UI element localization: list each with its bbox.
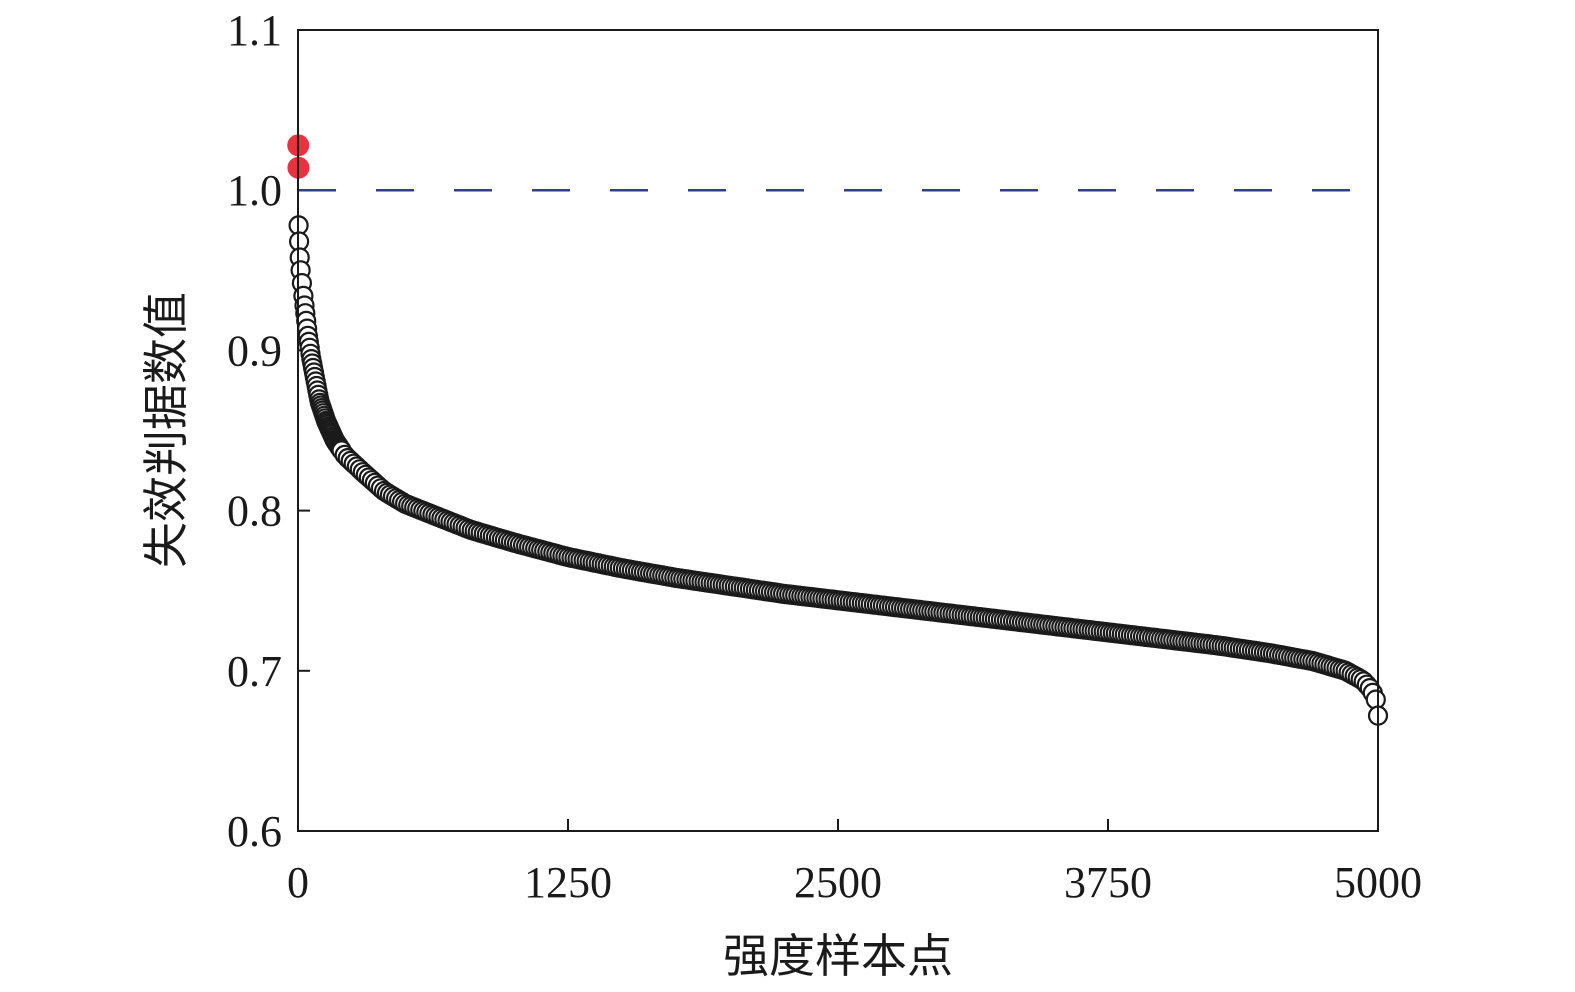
y-tick-labels: 0.6 0.7 0.8 0.9 1.0 1.1 bbox=[227, 6, 282, 856]
plot-frame bbox=[297, 29, 1379, 832]
y-tick-label: 0.8 bbox=[227, 487, 282, 536]
y-axis-title: 失效判据数值 bbox=[139, 292, 193, 568]
y-tick-label: 1.1 bbox=[227, 6, 282, 55]
x-tick-label: 0 bbox=[287, 858, 309, 907]
x-tick-label: 3750 bbox=[1064, 858, 1152, 907]
y-tick-label: 1.0 bbox=[227, 166, 282, 215]
y-tick-label: 0.6 bbox=[227, 807, 282, 856]
y-tick-label: 0.7 bbox=[227, 647, 282, 696]
x-tick-label: 5000 bbox=[1334, 858, 1422, 907]
x-tick-labels: 0 1250 2500 3750 5000 bbox=[287, 858, 1422, 907]
x-tick-label: 2500 bbox=[794, 858, 882, 907]
y-tick-label: 0.9 bbox=[227, 326, 282, 375]
sample-points bbox=[288, 215, 1389, 726]
x-axis-title: 强度样本点 bbox=[723, 929, 953, 983]
x-tick-label: 1250 bbox=[524, 858, 612, 907]
